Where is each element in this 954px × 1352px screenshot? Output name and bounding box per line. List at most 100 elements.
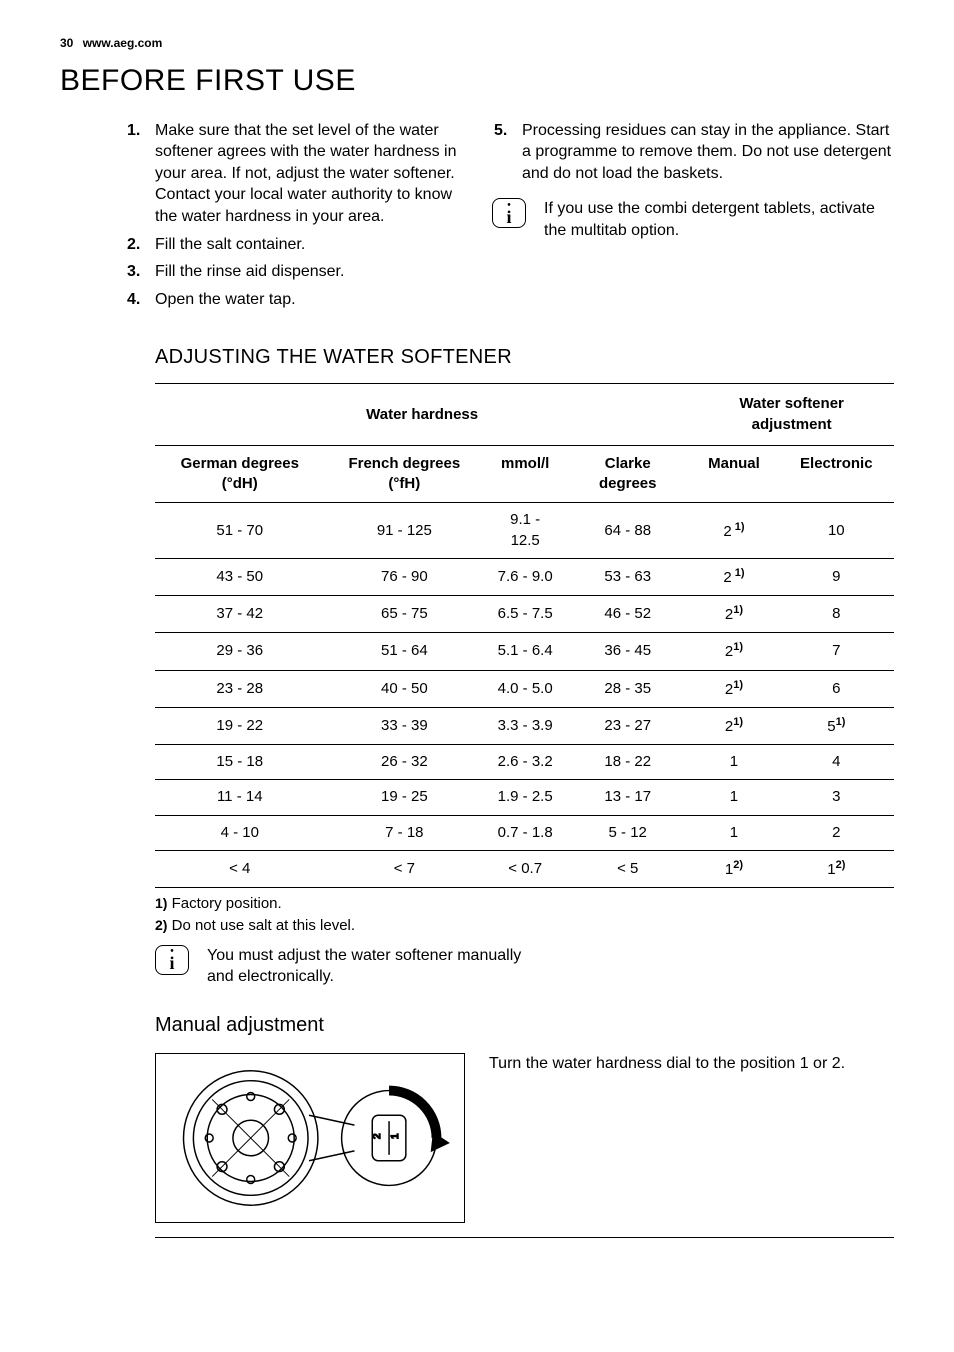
step-item: 3.Fill the rinse aid dispenser. — [155, 261, 462, 283]
table-row: 43 - 5076 - 907.6 - 9.053 - 632 1)9 — [155, 558, 894, 595]
steps-left-col: 1. Make sure that the set level of the wa… — [60, 120, 462, 317]
table-cell: 0.7 - 1.8 — [484, 815, 566, 850]
table-cell: 13 - 17 — [566, 780, 689, 815]
table-col-header: Electronic — [779, 445, 894, 503]
table-cell: 2 1) — [689, 558, 778, 595]
table-col-header: French degrees (°fH) — [325, 445, 485, 503]
table-cell: 19 - 22 — [155, 707, 325, 744]
table-cell: 46 - 52 — [566, 596, 689, 633]
table-row: 23 - 2840 - 504.0 - 5.028 - 3521)6 — [155, 670, 894, 707]
table-cell: 6.5 - 7.5 — [484, 596, 566, 633]
table-cell: 26 - 32 — [325, 745, 485, 780]
table-header-row: German degrees (°dH)French degrees (°fH)… — [155, 445, 894, 503]
table-cell: < 0.7 — [484, 850, 566, 887]
table-row: 51 - 7091 - 1259.1 - 12.564 - 882 1)10 — [155, 503, 894, 559]
table-cell: 51 - 64 — [325, 633, 485, 670]
table-cell: 5.1 - 6.4 — [484, 633, 566, 670]
table-row: 29 - 3651 - 645.1 - 6.436 - 4521)7 — [155, 633, 894, 670]
table-row: 19 - 2233 - 393.3 - 3.923 - 2721)51) — [155, 707, 894, 744]
step-text: Processing residues can stay in the appl… — [522, 122, 891, 182]
footnote: 1) Factory position. — [155, 894, 894, 914]
table-cell: 7 - 18 — [325, 815, 485, 850]
table-cell: 40 - 50 — [325, 670, 485, 707]
step-number: 4. — [127, 289, 140, 311]
table-cell: 10 — [779, 503, 894, 559]
table-cell: 8 — [779, 596, 894, 633]
table-cell: 11 - 14 — [155, 780, 325, 815]
table-cell: 43 - 50 — [155, 558, 325, 595]
step-text: Open the water tap. — [155, 291, 296, 308]
svg-text:2: 2 — [372, 1133, 383, 1139]
table-cell: 7 — [779, 633, 894, 670]
table-cell: 21) — [689, 633, 778, 670]
step-text: Fill the rinse aid dispenser. — [155, 263, 344, 280]
table-cell: 2 — [779, 815, 894, 850]
footnote: 2) Do not use salt at this level. — [155, 916, 894, 936]
table-cell: 29 - 36 — [155, 633, 325, 670]
table-cell: 15 - 18 — [155, 745, 325, 780]
step-number: 1. — [127, 120, 140, 142]
table-row: 4 - 107 - 180.7 - 1.85 - 1212 — [155, 815, 894, 850]
table-row: < 4< 7< 0.7< 512)12) — [155, 850, 894, 887]
table-cell: 33 - 39 — [325, 707, 485, 744]
table-row: 37 - 4265 - 756.5 - 7.546 - 5221)8 — [155, 596, 894, 633]
manual-heading: Manual adjustment — [60, 1012, 894, 1039]
step-text: Make sure that the set level of the wate… — [155, 122, 457, 225]
table-row: 11 - 1419 - 251.9 - 2.513 - 1713 — [155, 780, 894, 815]
table-cell: 19 - 25 — [325, 780, 485, 815]
table-cell: 1 — [689, 745, 778, 780]
table-cell: 23 - 28 — [155, 670, 325, 707]
step-number: 5. — [494, 120, 507, 142]
table-col-header: Clarke degrees — [566, 445, 689, 503]
info-text: If you use the combi detergent tablets, … — [544, 198, 894, 241]
steps-right-col: 5. Processing residues can stay in the ap… — [492, 120, 894, 317]
table-col-header: Manual — [689, 445, 778, 503]
table-cell: 4 - 10 — [155, 815, 325, 850]
page-title: BEFORE FIRST USE — [60, 61, 894, 102]
site-url: www.aeg.com — [83, 36, 163, 50]
table-cell: < 5 — [566, 850, 689, 887]
table-body: 51 - 7091 - 1259.1 - 12.564 - 882 1)1043… — [155, 503, 894, 888]
dial-illustration: 2 1 — [155, 1053, 465, 1223]
steps-left: 1. Make sure that the set level of the wa… — [60, 120, 462, 311]
step-number: 3. — [127, 261, 140, 283]
info-text: You must adjust the water softener manua… — [207, 945, 535, 988]
manual-row: 2 1 Turn the water hardness dial to the … — [155, 1053, 894, 1238]
table-cell: 91 - 125 — [325, 503, 485, 559]
svg-text:1: 1 — [390, 1133, 401, 1139]
table-cell: 1.9 - 2.5 — [484, 780, 566, 815]
table-cell: 12) — [779, 850, 894, 887]
step-number: 2. — [127, 234, 140, 256]
table-cell: 12) — [689, 850, 778, 887]
footnotes: 1) Factory position.2) Do not use salt a… — [155, 894, 894, 937]
table-cell: < 4 — [155, 850, 325, 887]
table-cell: 4.0 - 5.0 — [484, 670, 566, 707]
table-cell: 1 — [689, 815, 778, 850]
table-group-row: Water hardnessWater softener adjustment — [155, 384, 894, 446]
table-cell: 7.6 - 9.0 — [484, 558, 566, 595]
table-cell: 4 — [779, 745, 894, 780]
hardness-table: Water hardnessWater softener adjustment … — [155, 383, 894, 888]
table-cell: 37 - 42 — [155, 596, 325, 633]
page-number: 30 — [60, 36, 73, 50]
table-cell: 64 - 88 — [566, 503, 689, 559]
table-cell: 21) — [689, 596, 778, 633]
steps-right: 5. Processing residues can stay in the ap… — [492, 120, 894, 185]
table-cell: 2 1) — [689, 503, 778, 559]
table-cell: 6 — [779, 670, 894, 707]
table-row: 15 - 1826 - 322.6 - 3.218 - 2214 — [155, 745, 894, 780]
table-cell: 2.6 - 3.2 — [484, 745, 566, 780]
table-cell: 9.1 - 12.5 — [484, 503, 566, 559]
info-box-below: i You must adjust the water softener man… — [155, 945, 535, 988]
section-heading: ADJUSTING THE WATER SOFTENER — [60, 344, 894, 371]
table-group-header: Water hardness — [155, 384, 689, 446]
table-cell: 3.3 - 3.9 — [484, 707, 566, 744]
step-item: 4.Open the water tap. — [155, 289, 462, 311]
steps-columns: 1. Make sure that the set level of the wa… — [60, 120, 894, 317]
table-cell: 9 — [779, 558, 894, 595]
table-cell: 18 - 22 — [566, 745, 689, 780]
table-cell: 76 - 90 — [325, 558, 485, 595]
info-icon: i — [155, 945, 189, 975]
info-icon: i — [492, 198, 526, 228]
table-cell: 53 - 63 — [566, 558, 689, 595]
